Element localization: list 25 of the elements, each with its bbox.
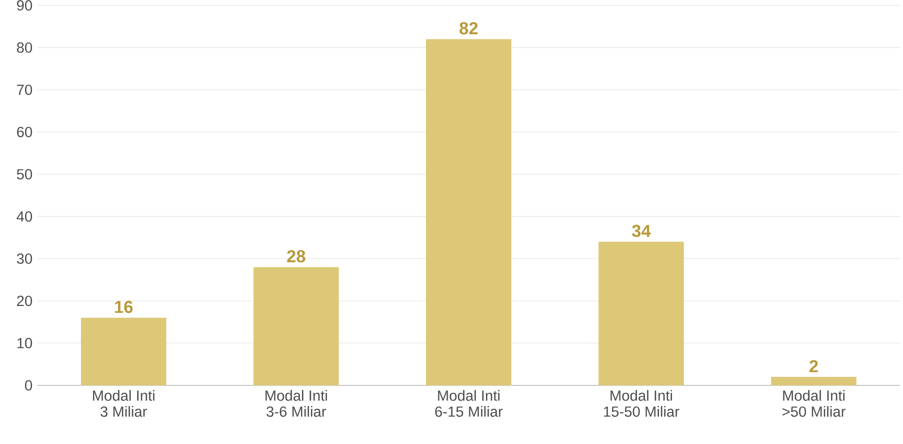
x-tick-label: Modal Inti 6-15 Miliar [435, 390, 503, 417]
x-tick-label: Modal Inti >50 Miliar [782, 390, 846, 417]
x-tick-label: Modal Inti 3-6 Miliar [266, 390, 327, 417]
data-label: 28 [287, 250, 306, 262]
data-label: 82 [460, 22, 478, 34]
data-label: 34 [632, 224, 651, 238]
y-tick-label: 70 [17, 84, 32, 95]
bar [598, 242, 684, 386]
y-tick-label: 90 [17, 0, 32, 11]
data-label: 16 [115, 300, 133, 314]
bar [426, 39, 512, 386]
x-tick-label: Modal Inti 15-50 Miliar [604, 390, 680, 417]
bar [80, 318, 166, 386]
y-tick-label: 60 [17, 126, 32, 138]
y-tick-label: 0 [25, 380, 32, 391]
y-tick-label: 20 [17, 296, 32, 306]
y-tick-label: 40 [16, 211, 32, 222]
x-tick-label: Modal Inti 3 Miliar [93, 390, 154, 417]
data-label: 2 [810, 360, 818, 372]
y-tick-label: 10 [17, 338, 32, 348]
y-tick-label: 50 [16, 169, 32, 180]
bar [771, 376, 856, 386]
y-tick-label: 80 [16, 42, 32, 53]
bar [253, 267, 339, 386]
y-tick-label: 30 [16, 253, 32, 264]
